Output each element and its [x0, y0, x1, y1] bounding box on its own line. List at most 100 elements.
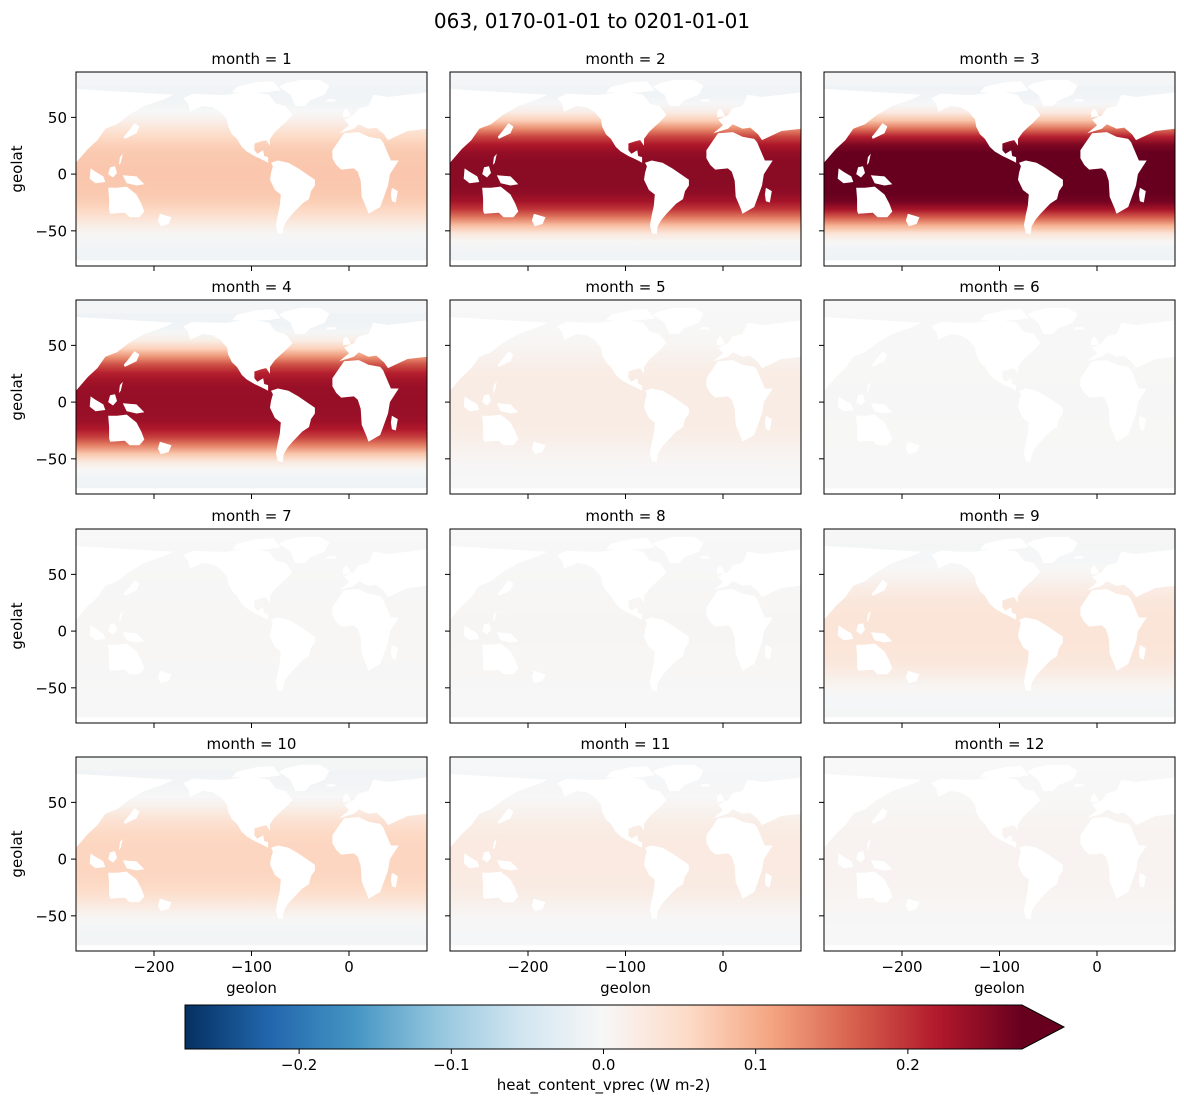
antarctic-edge	[76, 488, 427, 494]
panel-title: month = 12	[955, 735, 1045, 753]
x-tick-label: 0	[344, 958, 354, 976]
antarctic-edge	[76, 945, 427, 951]
panel-month-4: month = 4 50 0 −50 geolat	[8, 278, 428, 499]
y-tick-label: 0	[57, 851, 67, 869]
antarctic-edge	[76, 260, 427, 266]
colorbar-tick-label: 0.1	[744, 1056, 768, 1074]
antarctic-edge	[450, 717, 801, 723]
land-mask	[824, 79, 1175, 235]
antarctic-edge	[824, 260, 1175, 266]
x-axis-label: geolon	[600, 979, 651, 997]
land-mask	[450, 764, 801, 920]
x-axis-label: geolon	[226, 979, 277, 997]
land-mask	[450, 79, 801, 235]
land-mask	[76, 307, 427, 463]
land-mask	[76, 79, 427, 235]
arctic-band	[824, 529, 1175, 543]
panel-title: month = 10	[207, 735, 297, 753]
land-mask	[76, 764, 427, 920]
antarctic-edge	[76, 717, 427, 723]
antarctic-edge	[450, 488, 801, 494]
colorbar-tick-label: −0.1	[433, 1056, 469, 1074]
panel-title: month = 5	[585, 278, 665, 296]
arctic-band	[450, 757, 801, 771]
panel-month-9: month = 9	[819, 507, 1176, 728]
panel-month-11: month = 11 −200 −100 0 geolon	[445, 735, 802, 997]
colorbar-tick-label: 0.0	[592, 1056, 616, 1074]
y-tick-label: 50	[48, 109, 67, 127]
y-tick-label: 50	[48, 794, 67, 812]
x-tick-label: −100	[605, 958, 646, 976]
y-tick-label: 50	[48, 337, 67, 355]
panel-title: month = 1	[211, 50, 291, 68]
x-tick-label: −100	[979, 958, 1020, 976]
x-tick-label: −200	[507, 958, 548, 976]
colorbar-outline	[184, 1004, 1066, 1050]
land-mask	[824, 764, 1175, 920]
y-tick-label: 50	[48, 566, 67, 584]
panel-month-2: month = 2	[445, 50, 802, 271]
colorbar-label: heat_content_vprec (W m-2)	[497, 1076, 711, 1095]
antarctic-edge	[824, 717, 1175, 723]
x-tick-label: 0	[1092, 958, 1102, 976]
y-tick-label: −50	[35, 907, 67, 925]
panel-title: month = 2	[585, 50, 665, 68]
arctic-band	[76, 529, 427, 543]
panel-month-3: month = 3	[819, 50, 1176, 271]
arctic-band	[76, 300, 427, 314]
land-mask	[450, 307, 801, 463]
colorbar-tick-label: −0.2	[281, 1056, 317, 1074]
panel-grid: month = 1 50 0 −50 geolat month = 2 month = 3 m…	[8, 50, 1176, 997]
panel-title: month = 6	[959, 278, 1039, 296]
land-mask	[824, 307, 1175, 463]
x-tick-label: −200	[133, 958, 174, 976]
figure-title: 063, 0170-01-01 to 0201-01-01	[434, 9, 750, 33]
panel-title: month = 11	[581, 735, 671, 753]
colorbar-tick-label: 0.2	[896, 1056, 920, 1074]
arctic-band	[450, 72, 801, 86]
colorbar: −0.2 −0.1 0.0 0.1 0.2 heat_content_vprec (W m…	[184, 1004, 1066, 1095]
panel-month-6: month = 6	[819, 278, 1176, 499]
y-tick-label: −50	[35, 679, 67, 697]
y-tick-label: 0	[57, 623, 67, 641]
panel-title: month = 7	[211, 507, 291, 525]
y-axis-label: geolat	[8, 602, 26, 649]
y-axis-label: geolat	[8, 830, 26, 877]
arctic-band	[824, 72, 1175, 86]
y-tick-label: 0	[57, 394, 67, 412]
panel-month-5: month = 5	[445, 278, 802, 499]
panel-title: month = 8	[585, 507, 665, 525]
antarctic-edge	[450, 945, 801, 951]
panel-title: month = 9	[959, 507, 1039, 525]
y-tick-label: −50	[35, 450, 67, 468]
x-tick-label: −100	[231, 958, 272, 976]
x-tick-label: −200	[881, 958, 922, 976]
arctic-band	[76, 72, 427, 86]
arctic-band	[450, 529, 801, 543]
x-axis-label: geolon	[974, 979, 1025, 997]
x-tick-label: 0	[718, 958, 728, 976]
y-axis-label: geolat	[8, 145, 26, 192]
land-mask	[76, 536, 427, 692]
antarctic-edge	[824, 488, 1175, 494]
panel-month-1: month = 1 50 0 −50 geolat	[8, 50, 428, 271]
arctic-band	[450, 300, 801, 314]
y-axis-label: geolat	[8, 373, 26, 420]
panel-month-10: month = 10 50 0 −50 geolat −200 −100 0 geolon	[8, 735, 428, 997]
land-mask	[824, 536, 1175, 692]
panel-title: month = 4	[211, 278, 291, 296]
y-tick-label: −50	[35, 222, 67, 240]
panel-month-12: month = 12 −200 −100 0 geolon	[819, 735, 1176, 997]
land-mask	[450, 536, 801, 692]
colorbar-extend-max	[1022, 1005, 1064, 1049]
antarctic-edge	[824, 945, 1175, 951]
panel-month-7: month = 7 50 0 −50 geolat	[8, 507, 428, 728]
arctic-band	[824, 300, 1175, 314]
y-tick-label: 0	[57, 166, 67, 184]
antarctic-edge	[450, 260, 801, 266]
panel-title: month = 3	[959, 50, 1039, 68]
colorbar-gradient	[185, 1005, 1022, 1049]
panel-month-8: month = 8	[445, 507, 802, 728]
arctic-band	[76, 757, 427, 771]
